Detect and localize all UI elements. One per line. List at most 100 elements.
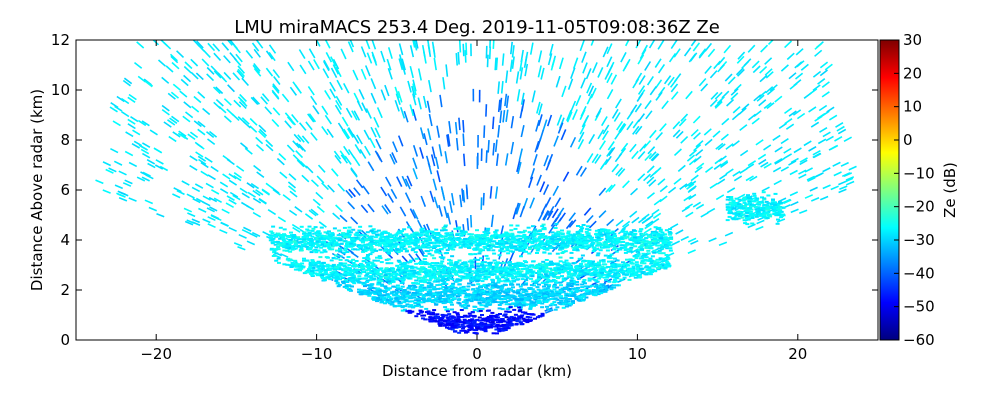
noise-speckle (540, 67, 545, 80)
reflectivity-cell (388, 245, 393, 248)
noise-speckle (845, 180, 855, 186)
noise-speckle (193, 120, 202, 128)
reflectivity-cell (587, 261, 592, 264)
reflectivity-cell (547, 263, 552, 266)
reflectivity-cell (365, 238, 370, 241)
noise-speckle (516, 89, 521, 102)
reflectivity-cell (365, 248, 370, 251)
reflectivity-cell (612, 274, 617, 277)
noise-speckle (601, 130, 609, 141)
noise-speckle (556, 114, 563, 126)
reflectivity-cell (633, 232, 638, 235)
reflectivity-cell (347, 226, 352, 229)
reflectivity-cell (462, 231, 467, 234)
reflectivity-cell (484, 242, 489, 245)
reflectivity-cell (409, 304, 414, 307)
noise-speckle (495, 57, 499, 71)
reflectivity-cell (343, 262, 348, 265)
noise-speckle (586, 93, 593, 105)
reflectivity-cell (652, 251, 657, 254)
noise-speckle (789, 82, 798, 90)
reflectivity-cell (566, 241, 571, 244)
reflectivity-cell (519, 235, 524, 238)
reflectivity-cell (602, 276, 607, 279)
reflectivity-cell (626, 232, 631, 235)
reflectivity-cell (438, 242, 443, 245)
reflectivity-cell (655, 258, 660, 261)
reflectivity-cell (353, 248, 357, 251)
noise-speckle (347, 201, 356, 210)
reflectivity-cell (638, 230, 643, 233)
reflectivity-cell (501, 250, 506, 253)
reflectivity-cell (530, 264, 535, 267)
noise-speckle (438, 144, 443, 157)
reflectivity-cell (621, 269, 626, 272)
noise-speckle (120, 97, 130, 105)
reflectivity-cell (316, 245, 321, 248)
reflectivity-cell (423, 276, 427, 279)
noise-speckle (221, 208, 230, 214)
reflectivity-cell (322, 276, 327, 279)
noise-speckle (683, 195, 692, 202)
reflectivity-cell (610, 260, 615, 263)
reflectivity-cell (374, 230, 379, 233)
reflectivity-cell (422, 262, 427, 265)
reflectivity-cell (438, 256, 443, 259)
noise-speckle (583, 207, 592, 216)
noise-speckle (324, 89, 332, 100)
reflectivity-cell (498, 249, 503, 252)
noise-speckle (708, 237, 717, 243)
reflectivity-cell (560, 246, 565, 249)
reflectivity-cell (316, 234, 321, 237)
reflectivity-cell (411, 282, 416, 284)
reflectivity-cell (549, 280, 554, 282)
noise-speckle (470, 214, 473, 228)
noise-speckle (569, 136, 577, 148)
reflectivity-cell (535, 243, 540, 246)
reflectivity-cell (276, 232, 281, 235)
reflectivity-cell (279, 244, 284, 247)
reflectivity-cell (586, 239, 591, 242)
noise-speckle (351, 110, 358, 121)
reflectivity-cell (564, 244, 569, 247)
noise-speckle (298, 143, 307, 153)
reflectivity-cell (357, 275, 362, 278)
reflectivity-cell (463, 269, 468, 272)
reflectivity-cell (325, 265, 330, 268)
reflectivity-cell (531, 280, 536, 283)
reflectivity-cell (646, 249, 651, 252)
noise-speckle (161, 104, 170, 112)
noise-speckle (822, 167, 831, 173)
reflectivity-cell (370, 264, 375, 267)
reflectivity-cell (603, 254, 608, 257)
reflectivity-cell (530, 273, 535, 276)
reflectivity-cell (657, 247, 662, 250)
noise-speckle (210, 165, 219, 173)
reflectivity-cell (357, 266, 362, 268)
reflectivity-cell (644, 256, 649, 259)
reflectivity-cell (473, 258, 477, 261)
noise-speckle (432, 178, 438, 191)
noise-speckle (308, 113, 317, 123)
reflectivity-cell (357, 229, 362, 232)
reflectivity-cell (580, 227, 585, 230)
reflectivity-cell (597, 261, 601, 264)
noise-speckle (709, 99, 718, 107)
noise-speckle (389, 153, 396, 165)
reflectivity-cell (546, 298, 551, 301)
noise-speckle (430, 154, 436, 167)
reflectivity-cell (319, 234, 324, 237)
reflectivity-cell (647, 242, 652, 245)
reflectivity-cell (613, 272, 618, 275)
noise-speckle (798, 169, 807, 175)
reflectivity-cell (401, 242, 406, 244)
reflectivity-cell (495, 275, 500, 278)
reflectivity-cell (308, 261, 313, 264)
noise-speckle (195, 151, 204, 158)
noise-speckle (438, 204, 443, 217)
reflectivity-cell (334, 278, 339, 280)
reflectivity-cell (502, 246, 507, 249)
reflectivity-cell (469, 272, 474, 275)
noise-speckle (832, 161, 841, 167)
reflectivity-cell (308, 244, 313, 247)
